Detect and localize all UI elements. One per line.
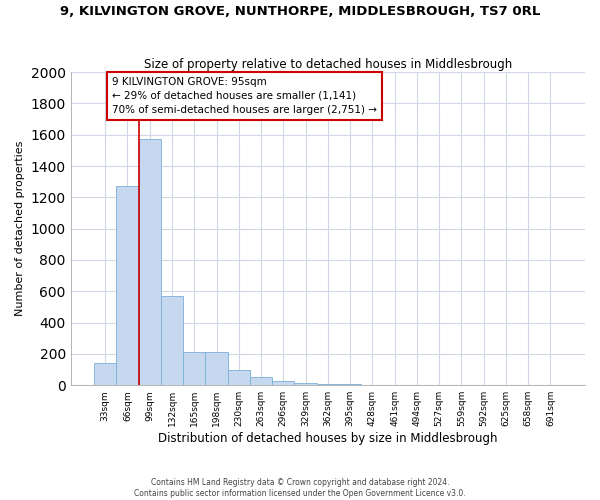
Bar (295, 383, 317, 385)
X-axis label: Distribution of detached houses by size in Middlesbrough: Distribution of detached houses by size … (158, 432, 497, 445)
Text: 9, KILVINGTON GROVE, NUNTHORPE, MIDDLESBROUGH, TS7 0RL: 9, KILVINGTON GROVE, NUNTHORPE, MIDDLESB… (60, 5, 540, 18)
Title: Size of property relative to detached houses in Middlesbrough: Size of property relative to detached ho… (144, 58, 512, 71)
Text: Contains HM Land Registry data © Crown copyright and database right 2024.
Contai: Contains HM Land Registry data © Crown c… (134, 478, 466, 498)
Bar (250, 378, 272, 385)
Bar (339, 384, 361, 385)
Bar (317, 384, 339, 385)
Bar (139, 138, 161, 385)
Bar (116, 186, 139, 385)
Bar (272, 380, 295, 385)
Bar (183, 352, 205, 385)
Text: 9 KILVINGTON GROVE: 95sqm
← 29% of detached houses are smaller (1,141)
70% of se: 9 KILVINGTON GROVE: 95sqm ← 29% of detac… (112, 77, 377, 115)
Bar (94, 364, 116, 385)
Bar (161, 296, 183, 385)
Bar (205, 352, 227, 385)
Bar (227, 370, 250, 385)
Y-axis label: Number of detached properties: Number of detached properties (15, 141, 25, 316)
